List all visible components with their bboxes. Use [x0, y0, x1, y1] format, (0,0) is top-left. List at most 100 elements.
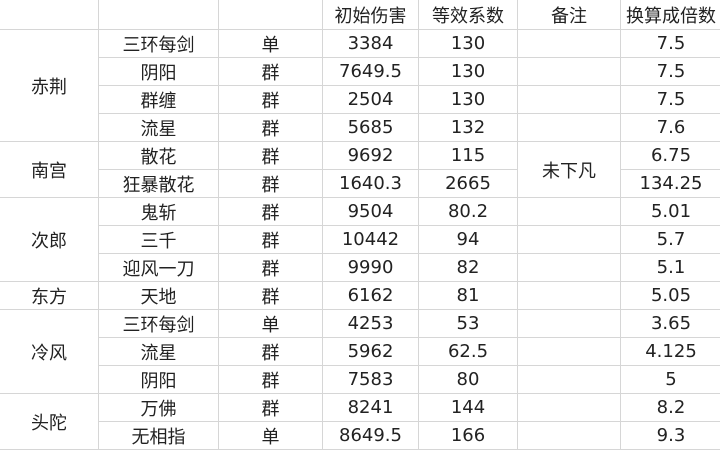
- group-name-cell[interactable]: 头陀: [0, 393, 99, 450]
- multiplier-cell[interactable]: 7.5: [620, 85, 720, 114]
- note-cell[interactable]: [517, 337, 621, 366]
- group-name-cell[interactable]: 次郎: [0, 197, 99, 282]
- skill-cell[interactable]: 流星: [98, 337, 219, 366]
- skill-cell[interactable]: 鬼斩: [98, 197, 219, 226]
- coef-cell[interactable]: 2665: [418, 169, 518, 198]
- note-cell[interactable]: [517, 253, 621, 282]
- type-cell[interactable]: 群: [218, 113, 323, 142]
- note-cell[interactable]: [517, 421, 621, 450]
- damage-cell[interactable]: 8241: [322, 393, 419, 422]
- note-cell[interactable]: 未下凡: [517, 141, 621, 198]
- note-cell[interactable]: [517, 113, 621, 142]
- note-cell[interactable]: [517, 365, 621, 394]
- coef-cell[interactable]: 130: [418, 85, 518, 114]
- type-cell[interactable]: 群: [218, 225, 323, 254]
- multiplier-cell[interactable]: 134.25: [620, 169, 720, 198]
- multiplier-cell[interactable]: 3.65: [620, 309, 720, 338]
- coef-cell[interactable]: 130: [418, 29, 518, 58]
- header-cell[interactable]: [0, 0, 99, 30]
- note-cell[interactable]: [517, 393, 621, 422]
- multiplier-cell[interactable]: 5.1: [620, 253, 720, 282]
- type-cell[interactable]: 群: [218, 337, 323, 366]
- coef-cell[interactable]: 132: [418, 113, 518, 142]
- multiplier-cell[interactable]: 7.5: [620, 29, 720, 58]
- note-cell[interactable]: [517, 29, 621, 58]
- skill-cell[interactable]: 狂暴散花: [98, 169, 219, 198]
- damage-cell[interactable]: 8649.5: [322, 421, 419, 450]
- note-cell[interactable]: [517, 309, 621, 338]
- damage-cell[interactable]: 7649.5: [322, 57, 419, 86]
- skill-cell[interactable]: 流星: [98, 113, 219, 142]
- multiplier-cell[interactable]: 5.05: [620, 281, 720, 310]
- header-cell[interactable]: 等效系数: [418, 0, 518, 30]
- group-name-cell[interactable]: 东方: [0, 281, 99, 310]
- header-cell[interactable]: [98, 0, 219, 30]
- multiplier-cell[interactable]: 5: [620, 365, 720, 394]
- skill-cell[interactable]: 万佛: [98, 393, 219, 422]
- type-cell[interactable]: 群: [218, 141, 323, 170]
- damage-cell[interactable]: 5962: [322, 337, 419, 366]
- type-cell[interactable]: 单: [218, 29, 323, 58]
- type-cell[interactable]: 群: [218, 393, 323, 422]
- multiplier-cell[interactable]: 8.2: [620, 393, 720, 422]
- skill-cell[interactable]: 天地: [98, 281, 219, 310]
- group-name-cell[interactable]: 赤荆: [0, 29, 99, 142]
- type-cell[interactable]: 群: [218, 281, 323, 310]
- coef-cell[interactable]: 130: [418, 57, 518, 86]
- skill-cell[interactable]: 三环每剑: [98, 29, 219, 58]
- coef-cell[interactable]: 80.2: [418, 197, 518, 226]
- note-cell[interactable]: [517, 197, 621, 226]
- damage-cell[interactable]: 9990: [322, 253, 419, 282]
- damage-cell[interactable]: 7583: [322, 365, 419, 394]
- multiplier-cell[interactable]: 9.3: [620, 421, 720, 450]
- multiplier-cell[interactable]: 7.6: [620, 113, 720, 142]
- coef-cell[interactable]: 144: [418, 393, 518, 422]
- skill-cell[interactable]: 阴阳: [98, 57, 219, 86]
- type-cell[interactable]: 单: [218, 421, 323, 450]
- group-name-cell[interactable]: 南宫: [0, 141, 99, 198]
- type-cell[interactable]: 群: [218, 57, 323, 86]
- skill-cell[interactable]: 三千: [98, 225, 219, 254]
- coef-cell[interactable]: 115: [418, 141, 518, 170]
- multiplier-cell[interactable]: 5.7: [620, 225, 720, 254]
- header-cell[interactable]: 换算成倍数: [620, 0, 720, 30]
- note-cell[interactable]: [517, 85, 621, 114]
- multiplier-cell[interactable]: 6.75: [620, 141, 720, 170]
- type-cell[interactable]: 群: [218, 365, 323, 394]
- coef-cell[interactable]: 94: [418, 225, 518, 254]
- damage-cell[interactable]: 9504: [322, 197, 419, 226]
- header-cell[interactable]: 备注: [517, 0, 621, 30]
- header-cell[interactable]: 初始伤害: [322, 0, 419, 30]
- damage-cell[interactable]: 3384: [322, 29, 419, 58]
- damage-cell[interactable]: 6162: [322, 281, 419, 310]
- skill-cell[interactable]: 阴阳: [98, 365, 219, 394]
- coef-cell[interactable]: 62.5: [418, 337, 518, 366]
- multiplier-cell[interactable]: 4.125: [620, 337, 720, 366]
- coef-cell[interactable]: 81: [418, 281, 518, 310]
- header-cell[interactable]: [218, 0, 323, 30]
- skill-cell[interactable]: 三环每剑: [98, 309, 219, 338]
- damage-cell[interactable]: 5685: [322, 113, 419, 142]
- damage-cell[interactable]: 9692: [322, 141, 419, 170]
- skill-cell[interactable]: 迎风一刀: [98, 253, 219, 282]
- coef-cell[interactable]: 82: [418, 253, 518, 282]
- type-cell[interactable]: 群: [218, 253, 323, 282]
- note-cell[interactable]: [517, 281, 621, 310]
- multiplier-cell[interactable]: 7.5: [620, 57, 720, 86]
- coef-cell[interactable]: 166: [418, 421, 518, 450]
- skill-cell[interactable]: 散花: [98, 141, 219, 170]
- damage-cell[interactable]: 10442: [322, 225, 419, 254]
- type-cell[interactable]: 群: [218, 197, 323, 226]
- type-cell[interactable]: 群: [218, 169, 323, 198]
- skill-cell[interactable]: 群缠: [98, 85, 219, 114]
- skill-cell[interactable]: 无相指: [98, 421, 219, 450]
- damage-cell[interactable]: 4253: [322, 309, 419, 338]
- note-cell[interactable]: [517, 57, 621, 86]
- group-name-cell[interactable]: 冷风: [0, 309, 99, 394]
- type-cell[interactable]: 群: [218, 85, 323, 114]
- coef-cell[interactable]: 53: [418, 309, 518, 338]
- damage-cell[interactable]: 1640.3: [322, 169, 419, 198]
- note-cell[interactable]: [517, 225, 621, 254]
- type-cell[interactable]: 单: [218, 309, 323, 338]
- multiplier-cell[interactable]: 5.01: [620, 197, 720, 226]
